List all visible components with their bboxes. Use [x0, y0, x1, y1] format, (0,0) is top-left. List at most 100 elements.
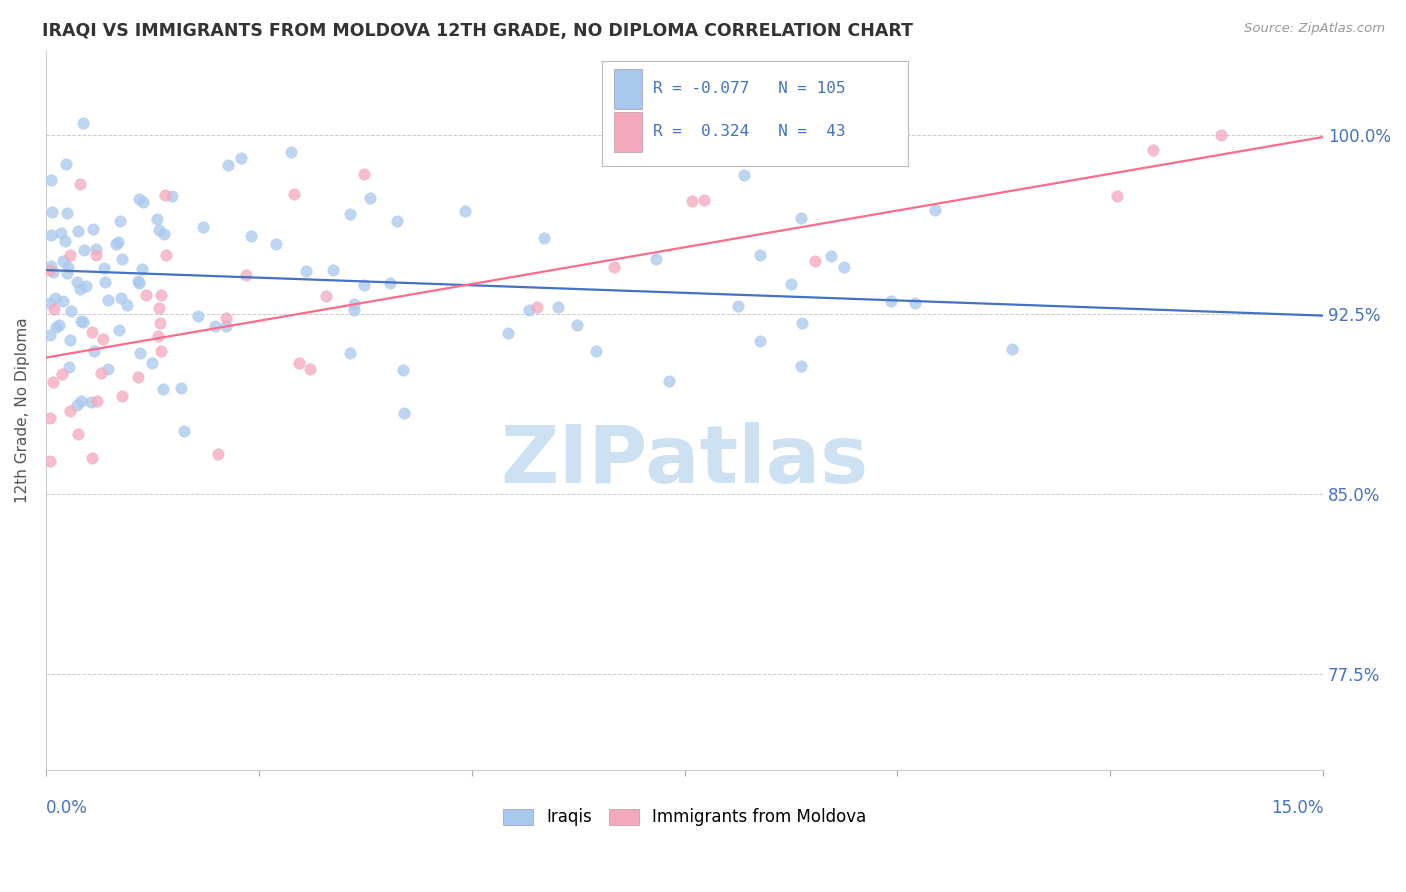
Point — [93, 261, 115, 276]
Point — [283, 186, 305, 201]
Point — [148, 223, 170, 237]
Point — [58, 260, 80, 275]
Point — [83, 344, 105, 359]
Point — [153, 188, 176, 202]
Point — [141, 356, 163, 370]
Legend: Iraqis, Immigrants from Moldova: Iraqis, Immigrants from Moldova — [503, 808, 866, 826]
Point — [749, 334, 772, 348]
Point — [155, 248, 177, 262]
Point — [39, 453, 62, 467]
Point — [48, 318, 70, 333]
Point — [904, 296, 927, 310]
Point — [204, 318, 226, 333]
Point — [39, 411, 62, 425]
Point — [41, 173, 63, 187]
Point — [790, 359, 813, 373]
Point — [55, 157, 77, 171]
Point — [69, 178, 91, 192]
Point — [148, 301, 170, 316]
Point — [453, 204, 475, 219]
Point — [160, 189, 183, 203]
Point — [75, 279, 97, 293]
Point — [603, 260, 626, 274]
Point — [45, 320, 67, 334]
Point — [56, 266, 79, 280]
Point — [533, 231, 555, 245]
Point — [42, 265, 65, 279]
Point — [322, 263, 344, 277]
Point — [187, 310, 209, 324]
Point — [191, 220, 214, 235]
Text: R =  0.324   N =  43: R = 0.324 N = 43 — [652, 125, 845, 139]
Point — [94, 275, 117, 289]
Y-axis label: 12th Grade, No Diploma: 12th Grade, No Diploma — [15, 318, 30, 503]
Point — [790, 211, 813, 226]
Point — [84, 242, 107, 256]
Point — [343, 303, 366, 318]
Point — [111, 389, 134, 403]
Point — [353, 167, 375, 181]
Point — [526, 300, 548, 314]
Point — [229, 151, 252, 165]
Point — [288, 356, 311, 370]
Point — [392, 363, 415, 377]
Point — [339, 346, 361, 360]
Point — [146, 212, 169, 227]
Point — [645, 252, 668, 266]
Text: R = -0.077   N = 105: R = -0.077 N = 105 — [652, 81, 845, 96]
Point — [315, 289, 337, 303]
Point — [498, 326, 520, 340]
Point — [67, 224, 90, 238]
Point — [44, 291, 66, 305]
Point — [803, 254, 825, 268]
Point — [150, 287, 173, 301]
Point — [585, 343, 607, 358]
Point — [299, 361, 322, 376]
Point — [131, 194, 153, 209]
Point — [834, 260, 856, 274]
Point — [39, 296, 62, 310]
Text: ZIPatlas: ZIPatlas — [501, 422, 869, 500]
Point — [385, 214, 408, 228]
Point — [173, 424, 195, 438]
Point — [567, 318, 589, 333]
Point — [131, 262, 153, 277]
Point — [97, 293, 120, 307]
Point — [1142, 143, 1164, 157]
Point — [39, 259, 62, 273]
Point — [128, 346, 150, 360]
Point — [104, 236, 127, 251]
Point — [39, 228, 62, 243]
Point — [59, 304, 82, 318]
Point — [342, 297, 364, 311]
Point — [72, 315, 94, 329]
Point — [235, 268, 257, 282]
Point — [127, 274, 149, 288]
Point — [880, 293, 903, 308]
Point — [59, 333, 82, 347]
Point — [42, 301, 65, 316]
Point — [339, 207, 361, 221]
Point — [66, 275, 89, 289]
Point — [69, 282, 91, 296]
Point — [97, 362, 120, 376]
Point — [264, 237, 287, 252]
Point — [110, 291, 132, 305]
Text: Source: ZipAtlas.com: Source: ZipAtlas.com — [1244, 22, 1385, 36]
Point — [53, 235, 76, 249]
Text: 0.0%: 0.0% — [46, 798, 87, 817]
Point — [80, 451, 103, 466]
Point — [240, 229, 263, 244]
Point — [39, 327, 62, 342]
Point — [1209, 128, 1232, 142]
Point — [41, 375, 63, 389]
Point — [67, 426, 90, 441]
Point — [108, 322, 131, 336]
Point — [51, 226, 73, 240]
Point — [86, 393, 108, 408]
Point — [108, 213, 131, 227]
Point — [90, 366, 112, 380]
Point — [82, 222, 104, 236]
Point — [55, 206, 77, 220]
Point — [39, 263, 62, 277]
